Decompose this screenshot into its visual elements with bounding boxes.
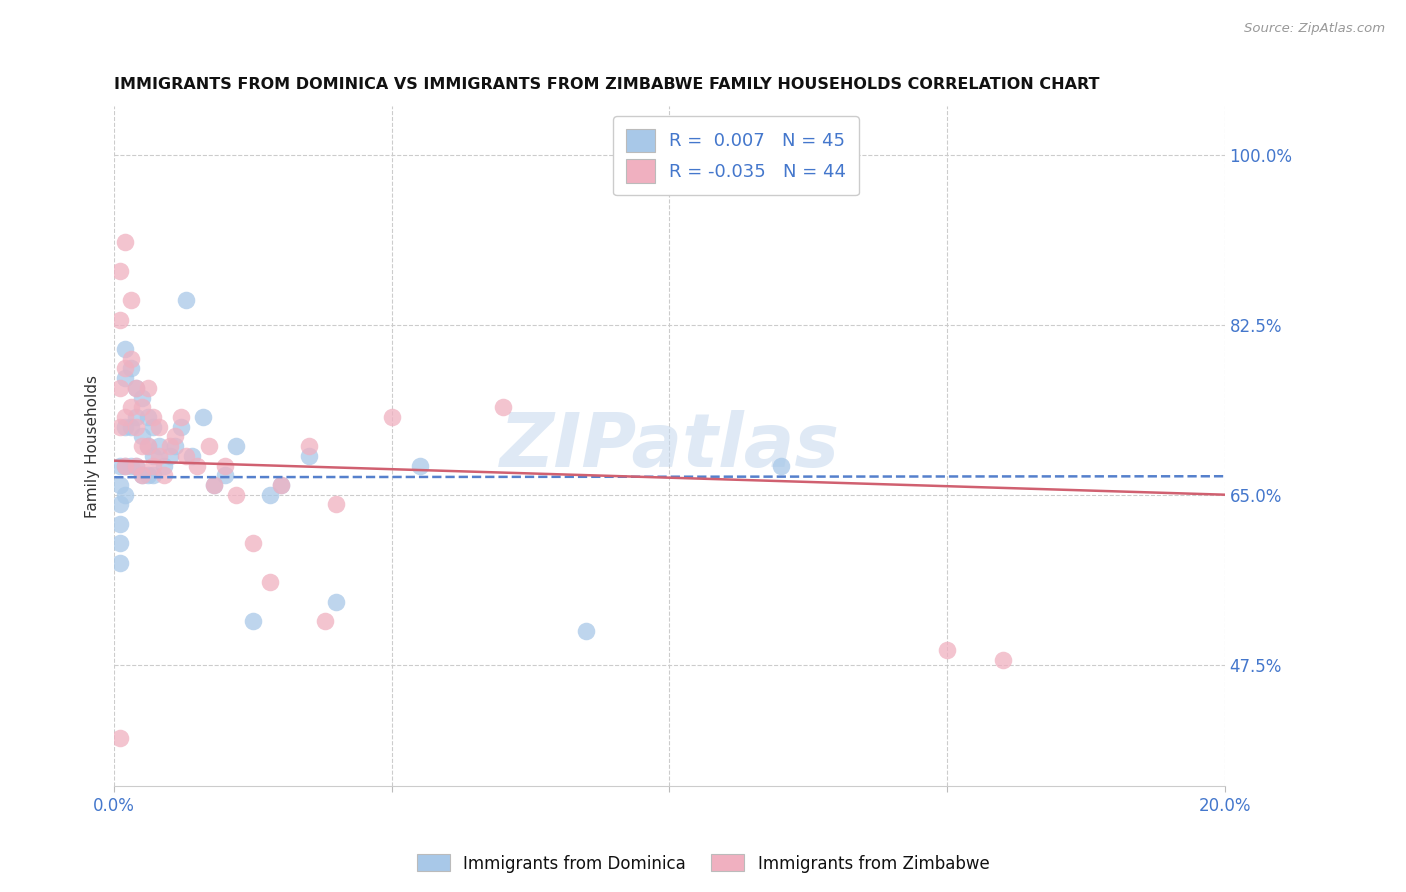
Point [153,468,176,483]
Point [270,478,292,492]
Point [242,614,264,628]
Point [297,449,319,463]
Point [159,439,181,453]
Point [297,439,319,453]
Point [181,449,204,463]
Point [125,409,148,424]
Point [142,458,165,473]
Point [131,468,153,483]
Text: Source: ZipAtlas.com: Source: ZipAtlas.com [1244,22,1385,36]
Point [131,401,153,415]
Point [153,458,176,473]
Point [214,458,236,473]
Point [176,449,198,463]
Point [108,536,131,550]
Point [114,488,136,502]
Point [325,594,347,608]
Point [120,401,142,415]
Point [125,381,148,395]
Point [108,264,131,278]
Point [120,361,142,376]
Point [242,536,264,550]
Point [148,419,170,434]
Point [136,409,159,424]
Point [136,468,159,483]
Point [108,313,131,327]
Point [936,643,959,657]
Point [170,409,193,424]
Point [108,478,131,492]
Point [225,439,247,453]
Point [225,488,247,502]
Point [120,458,142,473]
Point [108,556,131,570]
Point [125,419,148,434]
Point [381,409,404,424]
Point [114,458,136,473]
Point [259,575,281,590]
Point [142,468,165,483]
Point [108,458,131,473]
Point [120,293,142,308]
Legend: Immigrants from Dominica, Immigrants from Zimbabwe: Immigrants from Dominica, Immigrants fro… [411,847,995,880]
Point [108,516,131,531]
Point [142,449,165,463]
Point [114,235,136,249]
Point [120,419,142,434]
Point [148,449,170,463]
Point [131,439,153,453]
Text: ZIPatlas: ZIPatlas [499,409,839,483]
Point [314,614,336,628]
Point [142,409,165,424]
Point [114,361,136,376]
Point [575,624,598,638]
Point [136,381,159,395]
Point [108,381,131,395]
Point [125,458,148,473]
Y-axis label: Family Households: Family Households [86,375,100,517]
Point [108,731,131,745]
Point [125,458,148,473]
Point [142,419,165,434]
Point [165,429,187,443]
Point [270,478,292,492]
Point [114,342,136,356]
Point [114,419,136,434]
Point [197,439,219,453]
Point [114,458,136,473]
Point [259,488,281,502]
Point [176,293,198,308]
Point [165,439,187,453]
Point [325,497,347,511]
Point [108,497,131,511]
Point [131,391,153,405]
Point [202,478,225,492]
Point [131,468,153,483]
Point [214,468,236,483]
Point [159,449,181,463]
Point [114,371,136,385]
Point [114,409,136,424]
Point [191,409,214,424]
Text: IMMIGRANTS FROM DOMINICA VS IMMIGRANTS FROM ZIMBABWE FAMILY HOUSEHOLDS CORRELATI: IMMIGRANTS FROM DOMINICA VS IMMIGRANTS F… [114,78,1099,93]
Point [125,381,148,395]
Point [991,653,1014,667]
Point [131,429,153,443]
Point [202,478,225,492]
Point [136,439,159,453]
Point [408,458,430,473]
Point [148,439,170,453]
Point [136,439,159,453]
Point [170,419,193,434]
Point [108,419,131,434]
Point [120,351,142,366]
Legend: R =  0.007   N = 45, R = -0.035   N = 44: R = 0.007 N = 45, R = -0.035 N = 44 [613,116,859,195]
Point [186,458,208,473]
Point [492,401,515,415]
Point [769,458,792,473]
